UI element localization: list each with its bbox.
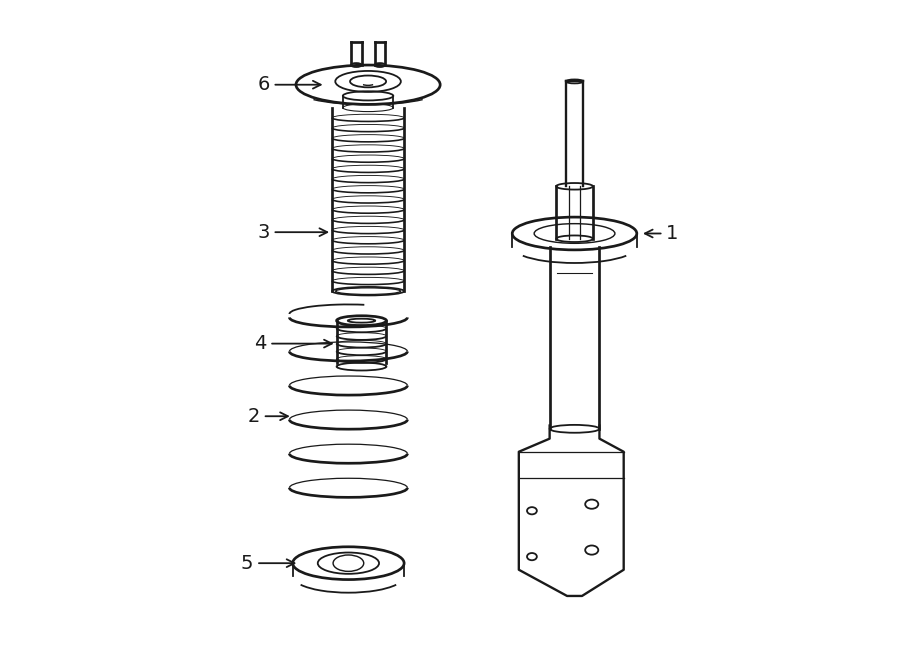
Text: 3: 3: [257, 223, 328, 242]
Text: 4: 4: [254, 334, 332, 353]
Text: 5: 5: [241, 554, 294, 572]
Text: 1: 1: [645, 224, 679, 243]
Text: 2: 2: [248, 407, 288, 426]
Text: 6: 6: [257, 75, 320, 95]
